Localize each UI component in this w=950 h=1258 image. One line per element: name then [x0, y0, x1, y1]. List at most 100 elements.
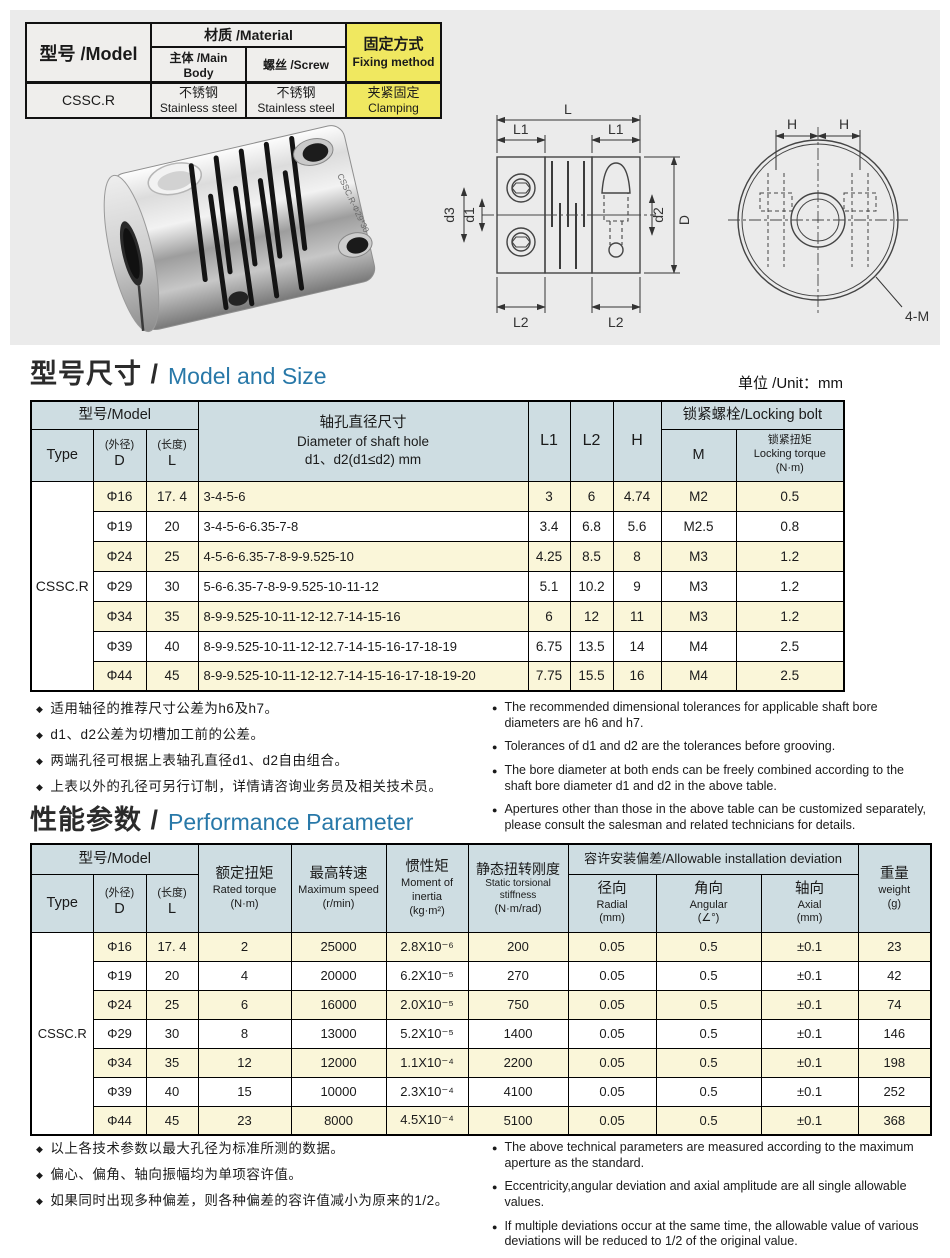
cell-l: 17. 4: [145, 480, 199, 512]
cell-l1: 5.1: [527, 570, 571, 602]
table-row: Φ34 35 12 12000 1.1X10⁻⁴ 2200 0.05 0.5 ±…: [31, 1047, 932, 1078]
table-header-row: Type (外径) D (长度) L M 锁紧扭矩 Locking torque (…: [30, 428, 845, 482]
cell-stiffness: 270: [467, 960, 569, 991]
cell-d: Φ16: [92, 931, 147, 962]
dim-L: L: [564, 101, 572, 117]
cell-angular: 0.5: [655, 960, 762, 991]
mid-slits: [551, 161, 585, 269]
header-radial: 径向 Radial (mm): [567, 873, 657, 933]
dim-H-left: H: [787, 116, 797, 132]
bullet-icon: ◆: [36, 1169, 44, 1180]
header-angular: 角向 Angular (∠°): [655, 873, 762, 933]
note-item: ● Apertures other than those in the abov…: [492, 802, 934, 833]
cell-torque: 2: [197, 931, 292, 962]
header-max-speed: 最高转速 Maximum speed (r/min): [290, 843, 387, 933]
cell-angular: 0.5: [655, 1047, 762, 1078]
bullet-icon: ●: [492, 765, 498, 776]
clamp-slit: [137, 285, 145, 331]
left-screw-top: [506, 173, 536, 203]
cell-bores: 4-5-6-6.35-7-8-9-9.525-10: [197, 540, 529, 572]
perf-title-en: Performance Parameter: [168, 809, 414, 835]
cell-axial: ±0.1: [760, 1047, 859, 1078]
cell-stiffness: 4100: [467, 1076, 569, 1107]
left-screw-bottom: [506, 227, 536, 257]
bullet-icon: ◆: [36, 755, 44, 766]
cell-torque: 1.2: [735, 570, 845, 602]
cell-h: 11: [612, 600, 662, 632]
cell-inertia: 2.8X10⁻⁶: [385, 931, 469, 962]
type-cell: CSSC.R: [30, 480, 94, 692]
cell-speed: 13000: [290, 1018, 387, 1049]
bullet-icon: ◆: [36, 1195, 44, 1206]
note-text: 适用轴径的推荐尺寸公差为h6及h7。: [50, 701, 279, 716]
cell-l: 20: [145, 960, 199, 991]
bullet-icon: ●: [492, 805, 498, 816]
note-text: 如果同时出现多种偏差，则各种偏差的容许值减小为原来的1/2。: [50, 1192, 449, 1208]
size-notes-zh: ◆ 适用轴径的推荐尺寸公差为h6及h7。 ◆ d1、d2公差为切槽加工前的公差。…: [36, 700, 484, 804]
note-item: ◆ 适用轴径的推荐尺寸公差为h6及h7。: [36, 700, 484, 719]
cell-h: 9: [612, 570, 662, 602]
dim-d2: d2: [650, 207, 666, 223]
table-row: CSSC.R Φ16 17. 4 3-4-5-6 3 6 4.74 M2 0.5: [30, 480, 845, 692]
cell-torque: 6: [197, 989, 292, 1020]
cell-angular: 0.5: [655, 931, 762, 962]
perf-notes-en: ● The above technical parameters are mea…: [492, 1140, 934, 1258]
dim-d1: d1: [461, 207, 477, 223]
dim-L2-left: L2: [513, 314, 529, 330]
cell-m: M3: [660, 600, 737, 632]
table-row: Φ19 20 4 20000 6.2X10⁻⁵ 270 0.05 0.5 ±0.…: [31, 960, 932, 991]
table-row: Φ44 45 23 8000 4.5X10⁻⁴ 5100 0.05 0.5 ±0…: [31, 1105, 932, 1136]
header-locking-torque: 锁紧扭矩 Locking torque (N·m): [735, 428, 845, 482]
cell-h: 14: [612, 630, 662, 662]
perf-table-body: CSSC.R Φ16 17. 4 2 25000 2.8X10⁻⁶ 200 0.…: [30, 931, 932, 1136]
size-title-en: Model and Size: [168, 363, 327, 389]
note-text: If multiple deviations occur at the same…: [504, 1218, 919, 1249]
cell-torque: 0.8: [735, 510, 845, 542]
unit-label: 单位 /Unit：mm: [737, 375, 843, 392]
note-item: ◆ 如果同时出现多种偏差，则各种偏差的容许值减小为原来的1/2。: [36, 1192, 484, 1211]
top-panel: 型号 /Model 材质 /Material 固定方式 Fixing metho…: [10, 10, 940, 345]
cell-torque: 8: [197, 1018, 292, 1049]
header-L2: L2: [569, 400, 614, 482]
table-row: Φ29 30 5-6-6.35-7-8-9-9.525-10-11-12 5.1…: [31, 570, 845, 602]
table-row: Φ39 40 8-9-9.525-10-11-12-12.7-14-15-16-…: [31, 630, 845, 662]
cell-weight: 74: [857, 989, 932, 1020]
cell-l: 35: [145, 600, 199, 632]
cell-weight: 368: [857, 1105, 932, 1136]
cell-speed: 10000: [290, 1076, 387, 1107]
end-view-drawing: H H 4-M: [706, 95, 938, 340]
cell-l: 35: [145, 1047, 199, 1078]
bullet-icon: ●: [492, 1182, 498, 1193]
fixing-en: Clamping: [368, 101, 419, 116]
cell-torque: 1.2: [735, 540, 845, 572]
spec-screw-header: 螺丝 /Screw: [244, 46, 348, 84]
table-row: 型号 /Model 材质 /Material 固定方式 Fixing metho…: [25, 22, 443, 84]
bullet-icon: ●: [492, 1143, 498, 1153]
cell-axial: ±0.1: [760, 1076, 859, 1107]
header-H: H: [612, 400, 662, 482]
spec-mainbody-header: 主体 /Main Body: [150, 46, 247, 84]
note-item: ● Eccentricity,angular deviation and axi…: [492, 1179, 934, 1210]
header-weight: 重量 weight (g): [857, 843, 932, 933]
note-item: ● The bore diameter at both ends can be …: [492, 763, 934, 794]
cell-l2: 15.5: [569, 660, 614, 692]
cell-d: Φ24: [92, 540, 147, 572]
note-text: 以上各技术参数以最大孔径为标准所测的数据。: [50, 1141, 345, 1156]
fixing-header-en: Fixing method: [352, 54, 435, 69]
bullet-icon: ●: [492, 703, 498, 713]
header-M: M: [660, 428, 737, 482]
note-text: The above technical parameters are measu…: [504, 1140, 914, 1170]
cell-bores: 8-9-9.525-10-11-12-12.7-14-15-16-17-18-1…: [197, 630, 529, 662]
cell-torque: 0.5: [735, 480, 845, 512]
cell-angular: 0.5: [655, 1105, 762, 1136]
note-text: Apertures other than those in the above …: [504, 802, 926, 832]
cell-radial: 0.05: [567, 931, 657, 962]
cell-weight: 146: [857, 1018, 932, 1049]
cell-d: Φ16: [92, 480, 147, 512]
dimension-lines: [460, 115, 680, 313]
fixing-zh: 夹紧固定: [367, 85, 420, 100]
cell-angular: 0.5: [655, 1076, 762, 1107]
dimension-lines: [775, 130, 903, 308]
cell-m: M2.5: [660, 510, 737, 542]
cell-radial: 0.05: [567, 1076, 657, 1107]
